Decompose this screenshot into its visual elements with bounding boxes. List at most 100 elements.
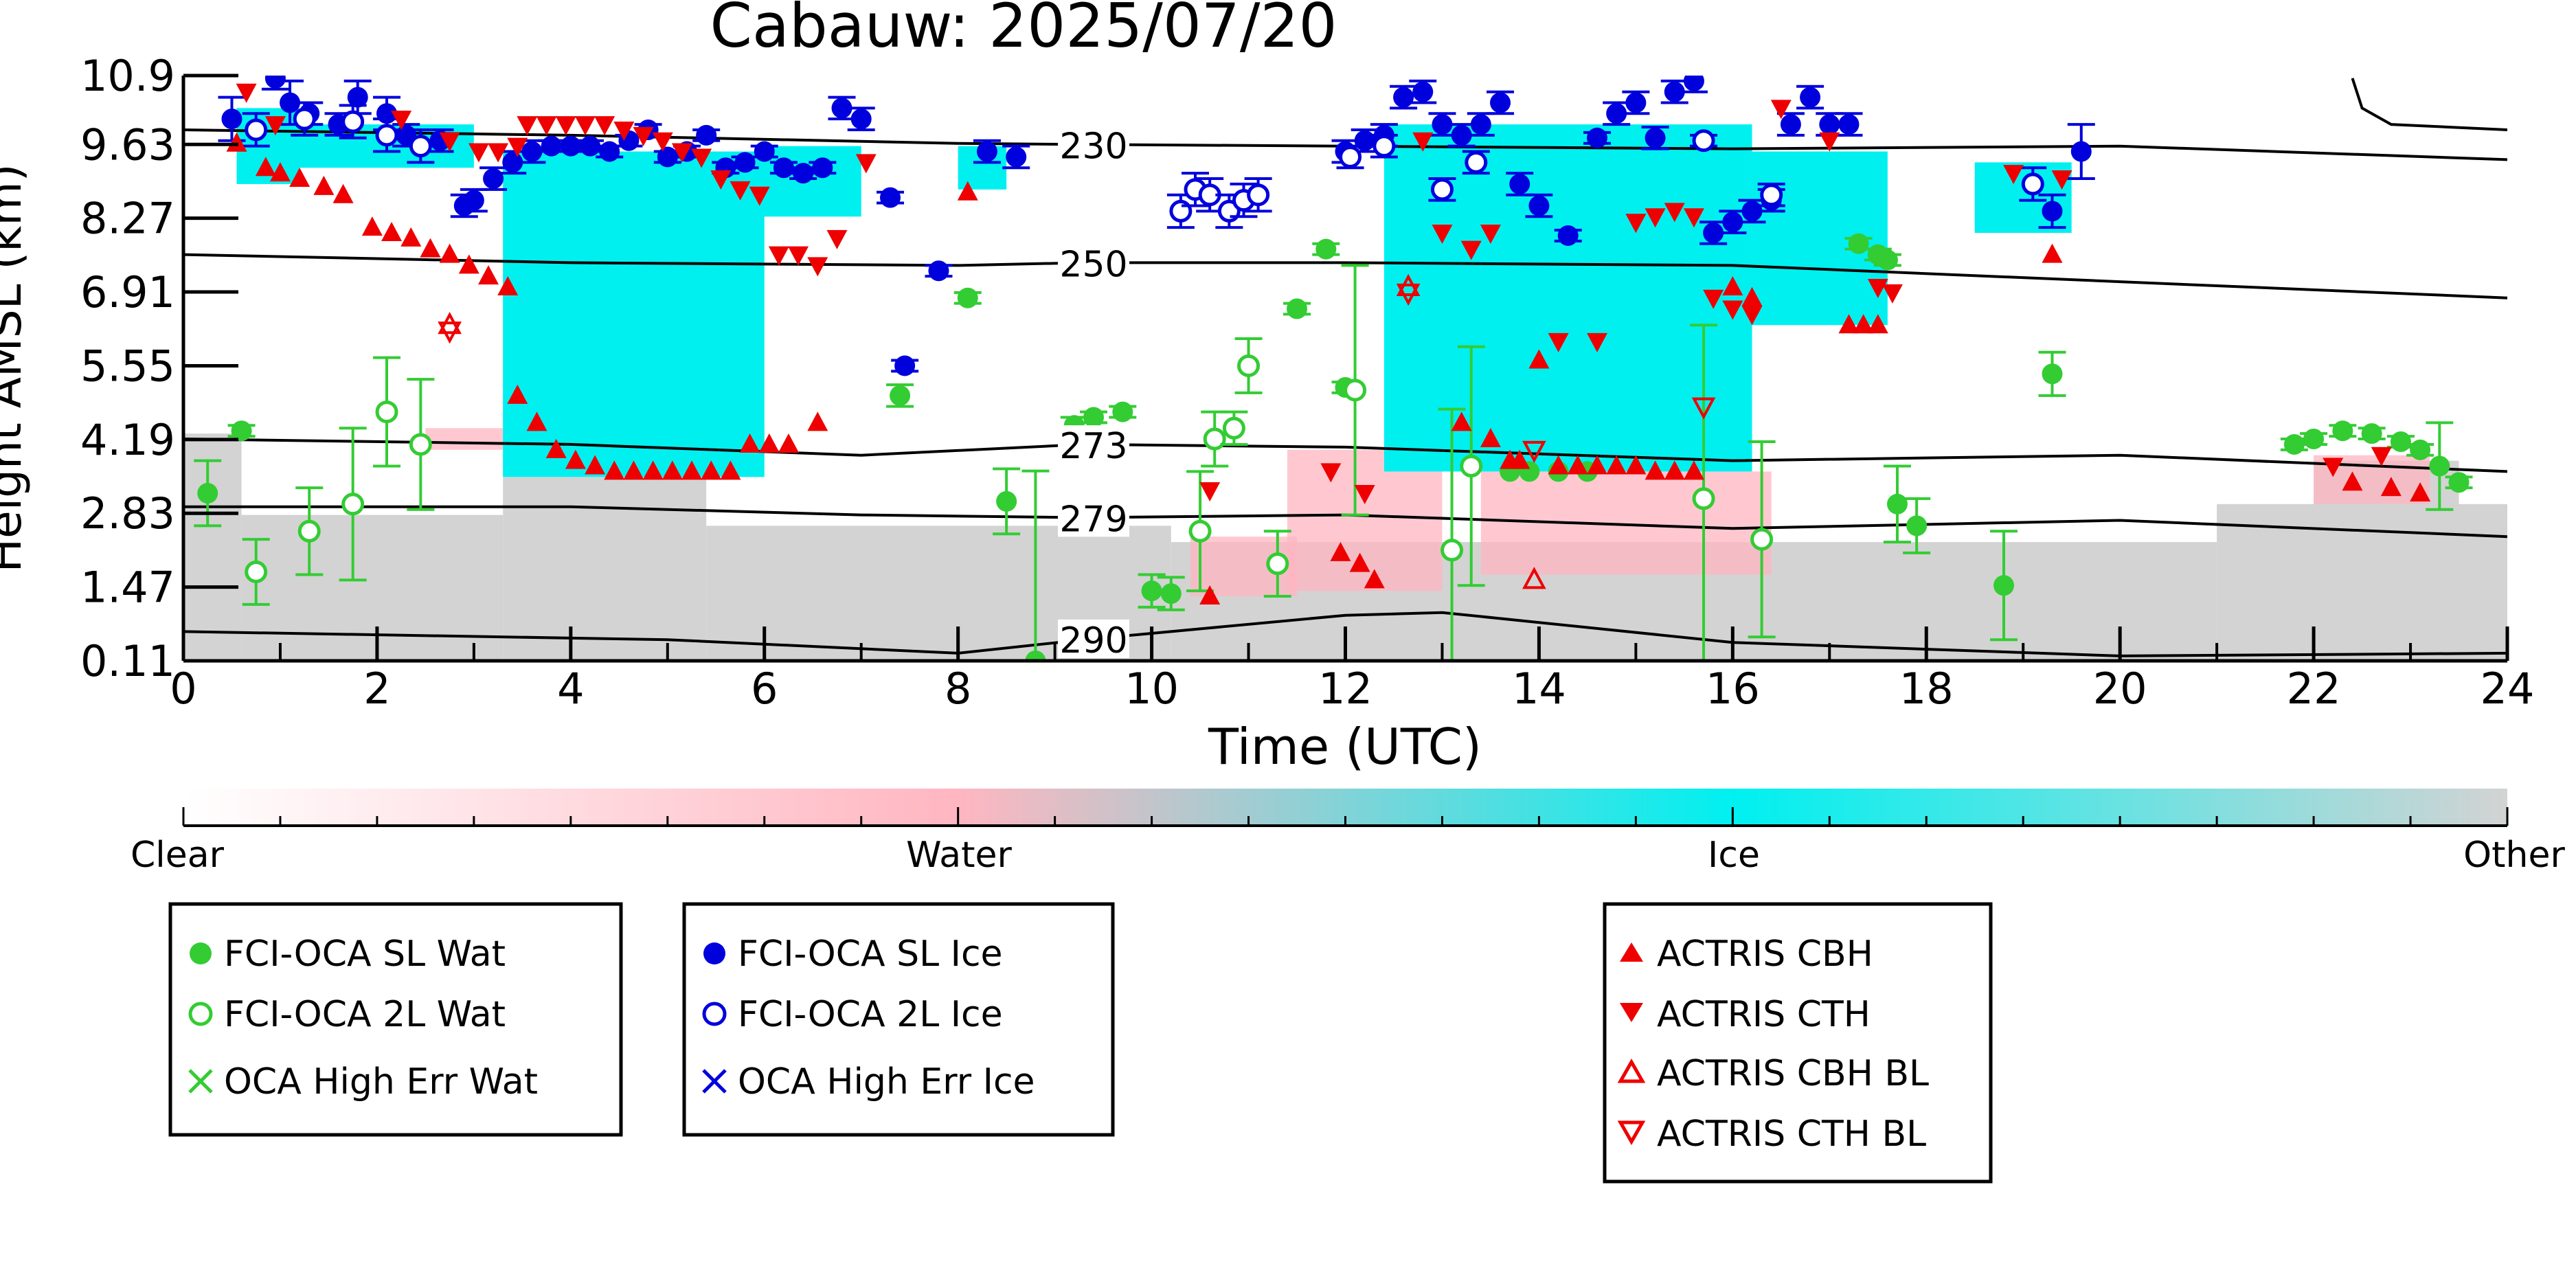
data-point <box>976 141 997 162</box>
data-point <box>391 111 412 131</box>
data-point <box>1838 314 1860 334</box>
data-point <box>375 400 398 424</box>
data-point <box>255 157 276 177</box>
colorbar-ticks <box>182 807 2509 827</box>
y-tick-label: 4.19 <box>80 415 175 465</box>
data-point <box>280 92 301 113</box>
data-point <box>1586 127 1607 148</box>
colorbar-label-other: Other <box>2463 835 2565 876</box>
legends: FCI-OCA SL Wat FCI-OCA 2L Wat OCA High E… <box>168 902 1993 1184</box>
data-point <box>197 483 218 504</box>
data-point <box>807 257 828 277</box>
legend-marker-cbh-bl <box>1617 1058 1646 1083</box>
isotherm-label: 250 <box>1059 244 1127 285</box>
data-point <box>1625 455 1647 475</box>
data-point <box>642 460 664 480</box>
data-point <box>1528 195 1550 216</box>
data-point <box>555 116 576 136</box>
x-tick-label: 6 <box>751 664 778 714</box>
legend-marker-higherr-ice <box>702 1069 727 1094</box>
y-tick-label: 6.91 <box>80 267 175 317</box>
data-point <box>400 227 422 247</box>
x-tick-label: 20 <box>2093 664 2147 714</box>
data-point <box>710 170 732 190</box>
isotherm-line <box>183 253 2507 300</box>
x-tick-label: 10 <box>1125 664 1179 714</box>
data-point <box>1412 81 1434 102</box>
data-point <box>1606 103 1627 124</box>
isotherm-label-bg <box>1058 243 1130 282</box>
axes: 0 2 4 6 8 10 12 14 16 18 20 22 240.111.472.834.195.5… <box>80 51 2535 714</box>
x-axis-label: Time (UTC) <box>1208 718 1482 776</box>
legend-marker-sl-wat <box>190 942 212 964</box>
data-point <box>691 148 712 168</box>
data-point <box>1025 651 1046 661</box>
data-point <box>1722 300 1743 320</box>
data-point <box>1548 455 1569 475</box>
isotherm-label-bg <box>1058 425 1130 464</box>
data-point <box>1853 314 1874 334</box>
data-point <box>807 411 828 431</box>
data-point <box>696 124 717 146</box>
data-point <box>1877 249 1898 271</box>
data-point <box>488 143 509 163</box>
data-point <box>1692 129 1715 152</box>
data-point <box>1819 132 1840 152</box>
data-point <box>1625 92 1647 113</box>
data-point <box>341 493 365 516</box>
data-point <box>1396 283 1421 306</box>
data-point <box>1664 203 1685 223</box>
data-point <box>1522 440 1546 464</box>
data-point <box>1645 127 1666 148</box>
data-point <box>2342 471 2363 491</box>
mask-region-water <box>1480 471 1772 575</box>
data-point <box>1548 332 1569 352</box>
data-point <box>341 110 365 133</box>
data-point <box>2283 433 2305 455</box>
data-point <box>1780 114 1801 135</box>
legend-marker-2l-wat <box>188 1002 213 1026</box>
data-point <box>623 460 644 480</box>
data-point <box>231 420 252 442</box>
data-point <box>1470 114 1491 135</box>
data-point <box>1645 208 1666 228</box>
data-point <box>438 321 462 344</box>
data-point <box>2042 363 2063 385</box>
data-point <box>2021 172 2044 196</box>
colorbar-label-ice: Ice <box>1708 835 1760 876</box>
data-point <box>734 152 756 173</box>
data-point <box>1460 240 1482 260</box>
data-point <box>507 137 528 157</box>
data-point <box>2371 447 2392 466</box>
data-point <box>1848 233 1869 254</box>
data-point <box>245 118 268 142</box>
series-layer <box>194 76 2473 661</box>
data-point <box>1509 449 1530 469</box>
data-point <box>850 109 872 130</box>
data-point <box>2390 431 2411 452</box>
legend-label: ACTRIS CTH BL <box>1657 1114 1926 1155</box>
data-point <box>758 433 780 453</box>
data-point <box>1430 178 1454 201</box>
data-point <box>2429 455 2450 477</box>
data-point <box>1364 569 1385 589</box>
data-point <box>1770 100 1792 120</box>
data-point <box>236 83 257 103</box>
data-point <box>420 238 441 258</box>
data-point <box>599 141 620 162</box>
data-point <box>671 143 692 163</box>
data-point <box>1993 575 2015 596</box>
data-point <box>1006 146 1027 168</box>
data-point <box>739 433 760 453</box>
data-point <box>347 87 368 108</box>
data-point <box>1354 485 1375 505</box>
data-point <box>1188 519 1212 543</box>
data-point <box>1750 528 1774 551</box>
data-point <box>1867 278 1888 298</box>
legend-label: ACTRIS CBH <box>1657 934 1873 975</box>
data-point <box>1760 183 1783 207</box>
legend-label: OCA High Err Wat <box>224 1061 538 1103</box>
data-point <box>409 433 432 456</box>
data-point <box>545 438 567 458</box>
